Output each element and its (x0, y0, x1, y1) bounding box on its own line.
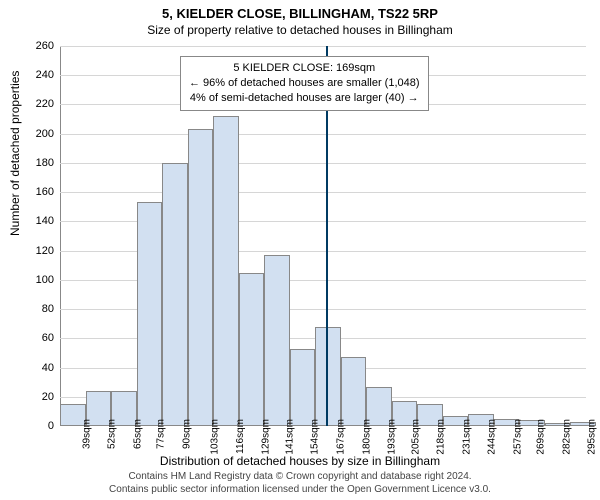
annotation-line-1: 5 KIELDER CLOSE: 169sqm (189, 61, 420, 76)
histogram-bar (341, 357, 367, 426)
annotation-line-2: ← 96% of detached houses are smaller (1,… (189, 76, 420, 91)
histogram-bar (188, 129, 214, 426)
histogram-bar (264, 255, 290, 426)
x-tick-label: 193sqm (386, 419, 397, 455)
y-tick-label: 180 (36, 157, 54, 169)
x-tick-label: 39sqm (81, 419, 92, 449)
attribution-text: Contains HM Land Registry data © Crown c… (0, 470, 600, 496)
attribution-line-2: Contains public sector information licen… (0, 483, 600, 496)
y-tick-label: 0 (48, 420, 54, 432)
x-tick-label: 231sqm (461, 419, 472, 455)
y-tick-label: 220 (36, 98, 54, 110)
y-tick-label: 160 (36, 186, 54, 198)
histogram-bar (290, 349, 316, 426)
x-tick-label: 167sqm (335, 419, 346, 455)
y-tick-label: 200 (36, 128, 54, 140)
y-tick-label: 120 (36, 245, 54, 257)
page-subtitle: Size of property relative to detached ho… (0, 21, 600, 37)
y-axis-line (60, 46, 61, 426)
x-tick-label: 129sqm (261, 419, 272, 455)
y-tick-label: 40 (42, 362, 54, 374)
x-tick-label: 205sqm (410, 419, 421, 455)
grid-line (60, 46, 586, 47)
x-tick-label: 77sqm (156, 419, 167, 449)
annotation-line-3: 4% of semi-detached houses are larger (4… (189, 91, 420, 106)
annotation-box: 5 KIELDER CLOSE: 169sqm ← 96% of detache… (180, 56, 429, 111)
x-tick-label: 244sqm (486, 419, 497, 455)
histogram-bar (162, 163, 188, 426)
y-tick-label: 80 (42, 303, 54, 315)
y-tick-label: 60 (42, 332, 54, 344)
histogram-bar (239, 273, 265, 426)
x-tick-label: 269sqm (535, 419, 546, 455)
x-tick-label: 141sqm (284, 419, 295, 455)
x-tick-label: 103sqm (210, 419, 221, 455)
x-tick-label: 180sqm (361, 419, 372, 455)
x-tick-label: 295sqm (587, 419, 598, 455)
x-tick-label: 218sqm (435, 419, 446, 455)
x-tick-label: 116sqm (235, 419, 246, 454)
histogram-bar (137, 202, 163, 426)
grid-line (60, 134, 586, 135)
y-tick-label: 260 (36, 40, 54, 52)
y-tick-label: 100 (36, 274, 54, 286)
x-axis-label: Distribution of detached houses by size … (0, 454, 600, 468)
x-tick-label: 65sqm (132, 419, 143, 449)
y-tick-label: 140 (36, 215, 54, 227)
y-axis-label: Number of detached properties (8, 71, 22, 236)
grid-line (60, 192, 586, 193)
x-tick-label: 282sqm (561, 419, 572, 455)
x-tick-label: 90sqm (181, 419, 192, 449)
y-tick-label: 240 (36, 69, 54, 81)
page-title: 5, KIELDER CLOSE, BILLINGHAM, TS22 5RP (0, 0, 600, 21)
y-tick-label: 20 (42, 391, 54, 403)
x-tick-label: 257sqm (512, 419, 523, 455)
x-tick-label: 52sqm (107, 419, 118, 449)
histogram-bar (213, 116, 239, 426)
grid-line (60, 163, 586, 164)
x-tick-label: 154sqm (310, 419, 321, 455)
attribution-line-1: Contains HM Land Registry data © Crown c… (0, 470, 600, 483)
